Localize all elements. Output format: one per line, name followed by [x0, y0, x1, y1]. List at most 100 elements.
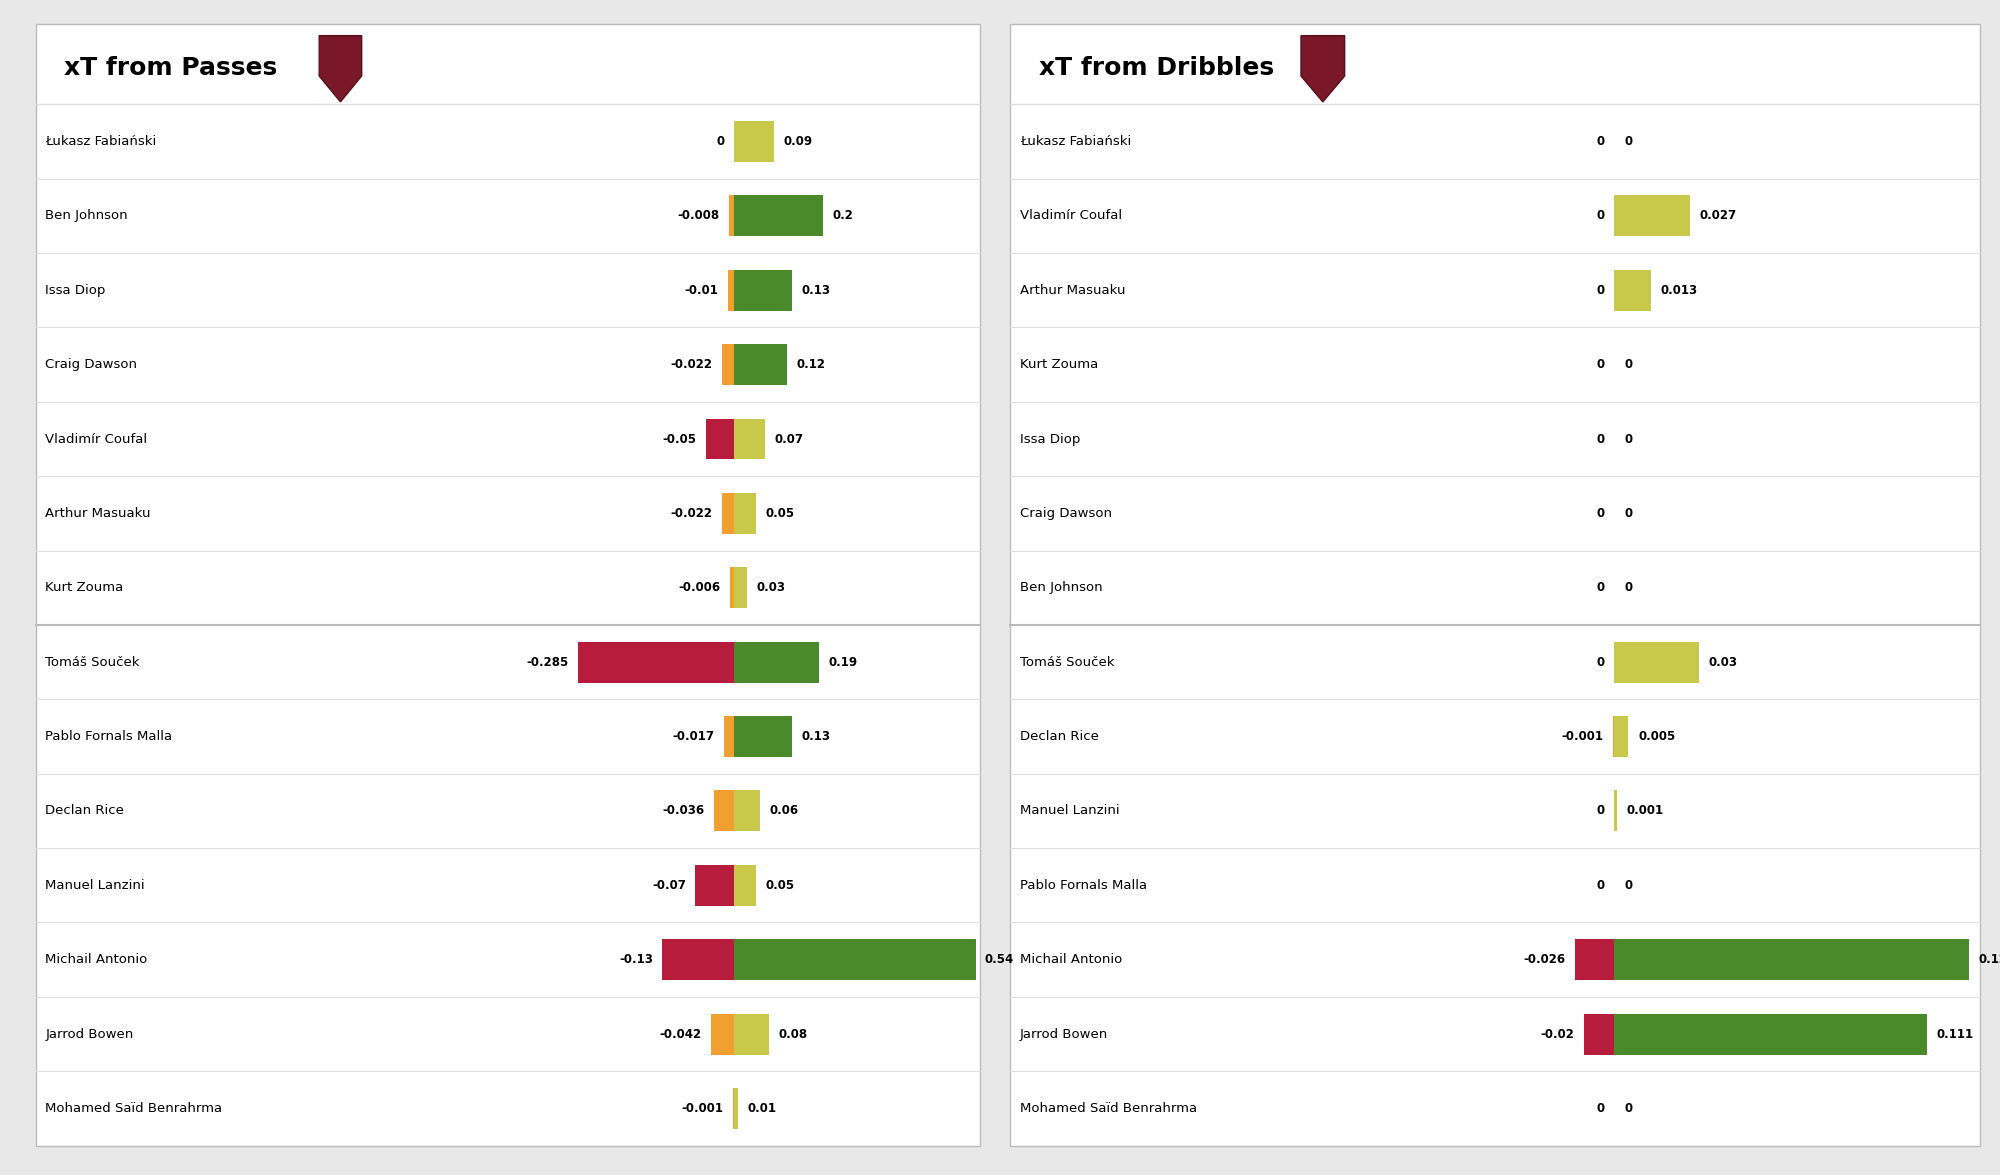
Text: -0.05: -0.05	[662, 432, 696, 445]
Bar	[706, 418, 734, 459]
Text: 0.03: 0.03	[1708, 656, 1738, 669]
Text: 0: 0	[1596, 432, 1604, 445]
Text: -0.006: -0.006	[678, 582, 720, 595]
Bar	[734, 1088, 738, 1129]
Bar	[1614, 791, 1618, 832]
Text: Łukasz Fabiański: Łukasz Fabiański	[46, 135, 156, 148]
Bar	[734, 195, 824, 236]
Text: -0.02: -0.02	[1540, 1028, 1574, 1041]
Text: Declan Rice: Declan Rice	[1020, 730, 1098, 743]
Text: 0: 0	[1624, 1102, 1632, 1115]
Text: Ben Johnson: Ben Johnson	[1020, 582, 1102, 595]
Bar	[734, 418, 764, 459]
Text: ✕: ✕	[336, 53, 346, 63]
Bar	[710, 1014, 734, 1054]
Bar	[1574, 939, 1614, 980]
Polygon shape	[1300, 35, 1344, 102]
Text: Kurt Zouma: Kurt Zouma	[1020, 358, 1098, 371]
Text: 0.06: 0.06	[770, 805, 800, 818]
Text: Michail Antonio: Michail Antonio	[46, 953, 148, 966]
Text: -0.13: -0.13	[620, 953, 652, 966]
Text: 0.2: 0.2	[832, 209, 854, 222]
Text: 0: 0	[1624, 879, 1632, 892]
Bar	[728, 270, 734, 310]
Bar	[734, 1014, 770, 1054]
Bar	[722, 494, 734, 533]
Bar	[734, 642, 818, 683]
Text: 0.19: 0.19	[828, 656, 858, 669]
Text: -0.026: -0.026	[1524, 953, 1566, 966]
Text: 0: 0	[1624, 358, 1632, 371]
Text: Tomáš Souček: Tomáš Souček	[46, 656, 140, 669]
Text: Arthur Masuaku: Arthur Masuaku	[1020, 283, 1126, 297]
Text: 0: 0	[1596, 879, 1604, 892]
Text: Jarrod Bowen: Jarrod Bowen	[1020, 1028, 1108, 1041]
Text: Mohamed Saïd Benrahrma: Mohamed Saïd Benrahrma	[46, 1102, 222, 1115]
Bar	[1614, 195, 1690, 236]
Text: 0.027: 0.027	[1700, 209, 1738, 222]
Bar	[734, 716, 792, 757]
Text: Kurt Zouma: Kurt Zouma	[46, 582, 124, 595]
Text: 0.111: 0.111	[1936, 1028, 1974, 1041]
Text: 0.54: 0.54	[984, 953, 1014, 966]
Text: 0: 0	[1596, 582, 1604, 595]
Text: -0.042: -0.042	[660, 1028, 702, 1041]
Text: Vladimír Coufal: Vladimír Coufal	[1020, 209, 1122, 222]
Bar	[1614, 939, 1968, 980]
Text: -0.008: -0.008	[678, 209, 720, 222]
Text: 0.13: 0.13	[802, 283, 830, 297]
Text: 0.12: 0.12	[796, 358, 826, 371]
Text: Arthur Masuaku: Arthur Masuaku	[46, 506, 150, 519]
Text: 0: 0	[1596, 506, 1604, 519]
Text: -0.036: -0.036	[662, 805, 704, 818]
Bar	[734, 270, 792, 310]
Bar	[722, 344, 734, 385]
Bar	[734, 344, 788, 385]
Bar	[1614, 642, 1698, 683]
Bar	[1614, 716, 1628, 757]
Text: 0.09: 0.09	[784, 135, 812, 148]
Text: 0: 0	[1596, 135, 1604, 148]
Text: 0: 0	[1596, 656, 1604, 669]
Text: 0: 0	[1624, 432, 1632, 445]
Text: 0.13: 0.13	[802, 730, 830, 743]
Text: 0: 0	[1624, 135, 1632, 148]
Text: -0.01: -0.01	[684, 283, 718, 297]
Text: -0.07: -0.07	[652, 879, 686, 892]
Bar	[730, 195, 734, 236]
Text: Craig Dawson: Craig Dawson	[1020, 506, 1112, 519]
Bar	[734, 865, 756, 906]
Text: 0: 0	[1596, 209, 1604, 222]
Bar	[1614, 270, 1650, 310]
Text: 0: 0	[1596, 358, 1604, 371]
Text: -0.285: -0.285	[526, 656, 568, 669]
Bar	[714, 791, 734, 832]
Text: Craig Dawson: Craig Dawson	[46, 358, 138, 371]
Text: 0: 0	[1624, 506, 1632, 519]
Text: Manuel Lanzini: Manuel Lanzini	[1020, 805, 1120, 818]
Text: -0.001: -0.001	[1562, 730, 1604, 743]
Bar	[734, 494, 756, 533]
Text: xT from Passes: xT from Passes	[64, 56, 278, 80]
Text: -0.022: -0.022	[670, 506, 712, 519]
Text: Jarrod Bowen: Jarrod Bowen	[46, 1028, 134, 1041]
Text: 0.126: 0.126	[1978, 953, 2000, 966]
Text: Issa Diop: Issa Diop	[46, 283, 106, 297]
Bar	[734, 568, 748, 609]
Bar	[734, 939, 976, 980]
Text: Pablo Fornals Malla: Pablo Fornals Malla	[1020, 879, 1146, 892]
Bar	[578, 642, 734, 683]
Text: Pablo Fornals Malla: Pablo Fornals Malla	[46, 730, 172, 743]
Polygon shape	[320, 35, 362, 102]
Text: Issa Diop: Issa Diop	[1020, 432, 1080, 445]
Text: Vladimír Coufal: Vladimír Coufal	[46, 432, 148, 445]
Text: 0: 0	[1596, 283, 1604, 297]
Text: ✕: ✕	[1318, 53, 1328, 63]
Text: -0.017: -0.017	[672, 730, 714, 743]
Text: 0: 0	[1596, 1102, 1604, 1115]
Text: Mohamed Saïd Benrahrma: Mohamed Saïd Benrahrma	[1020, 1102, 1196, 1115]
Text: -0.001: -0.001	[682, 1102, 724, 1115]
Bar	[734, 121, 774, 162]
Text: 0.001: 0.001	[1626, 805, 1664, 818]
Text: 0.005: 0.005	[1638, 730, 1676, 743]
